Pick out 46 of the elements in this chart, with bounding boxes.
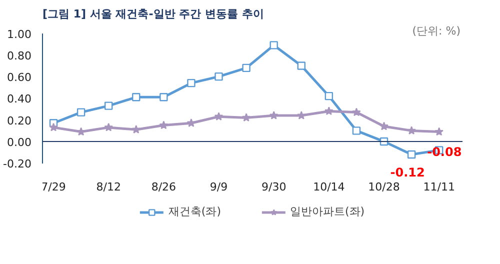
- y-tick-label: 0.20: [7, 114, 32, 128]
- x-tick-label: 8/12: [96, 180, 121, 194]
- y-tick-label: 1.00: [7, 28, 32, 41]
- y-tick-label: 0.60: [7, 71, 32, 84]
- y-tick-label: 0.00: [7, 136, 32, 150]
- point: [159, 120, 168, 130]
- x-tick-label: 11/11: [423, 180, 455, 194]
- annotation: (단위: %): [412, 24, 461, 38]
- point: [132, 93, 140, 102]
- x-tick-label: 10/28: [368, 180, 400, 194]
- point: [132, 125, 141, 134]
- point: [104, 102, 113, 110]
- point: [214, 112, 224, 120]
- point: [187, 78, 196, 88]
- point: [104, 122, 114, 132]
- point: [297, 62, 306, 70]
- point: [380, 122, 388, 130]
- point: [49, 122, 58, 132]
- x-tick-label: 8/26: [151, 180, 176, 194]
- point: [76, 108, 86, 116]
- point: [352, 126, 361, 135]
- point: [296, 110, 306, 120]
- x-tick-label: 7/29: [41, 180, 66, 194]
- point: [324, 92, 334, 100]
- x-tick-label: 9/9: [210, 180, 228, 194]
- data-label: -0.08: [427, 145, 462, 160]
- point: [407, 150, 416, 159]
- point: [214, 72, 223, 81]
- y-tick-label: 0.40: [7, 92, 32, 106]
- data-label: -0.12: [390, 166, 425, 180]
- point: [407, 126, 416, 135]
- legend-label: 일반아파트(좌): [290, 204, 365, 219]
- point: [352, 108, 361, 116]
- point: [434, 127, 444, 136]
- y-tick-label: 0.80: [7, 49, 32, 62]
- point: [324, 106, 334, 116]
- point: [242, 64, 250, 72]
- legend-label: 재건축(좌): [168, 204, 221, 219]
- point: [270, 41, 278, 50]
- x-tick-label: 9/30: [261, 180, 286, 194]
- point: [269, 110, 278, 120]
- chart-title: [그림 1] 서울 재건축-일반 주간 변동률 추이: [42, 8, 264, 20]
- point: [242, 113, 251, 122]
- point: [160, 93, 168, 102]
- x-tick-label: 10/14: [313, 180, 345, 194]
- y-tick-label: -0.20: [3, 158, 32, 171]
